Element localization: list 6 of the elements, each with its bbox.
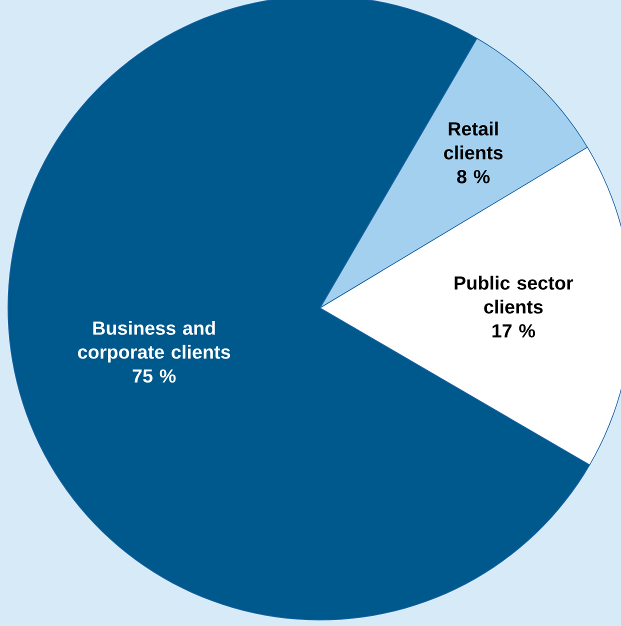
data-label: 75 % xyxy=(132,369,176,383)
data-label: 17 % xyxy=(492,324,536,338)
slice-label: Public sector clients xyxy=(454,276,574,314)
slice-label: Retail clients xyxy=(444,122,503,160)
slice-label: Business and corporate clients xyxy=(78,320,230,363)
data-label: 8 % xyxy=(457,170,490,184)
